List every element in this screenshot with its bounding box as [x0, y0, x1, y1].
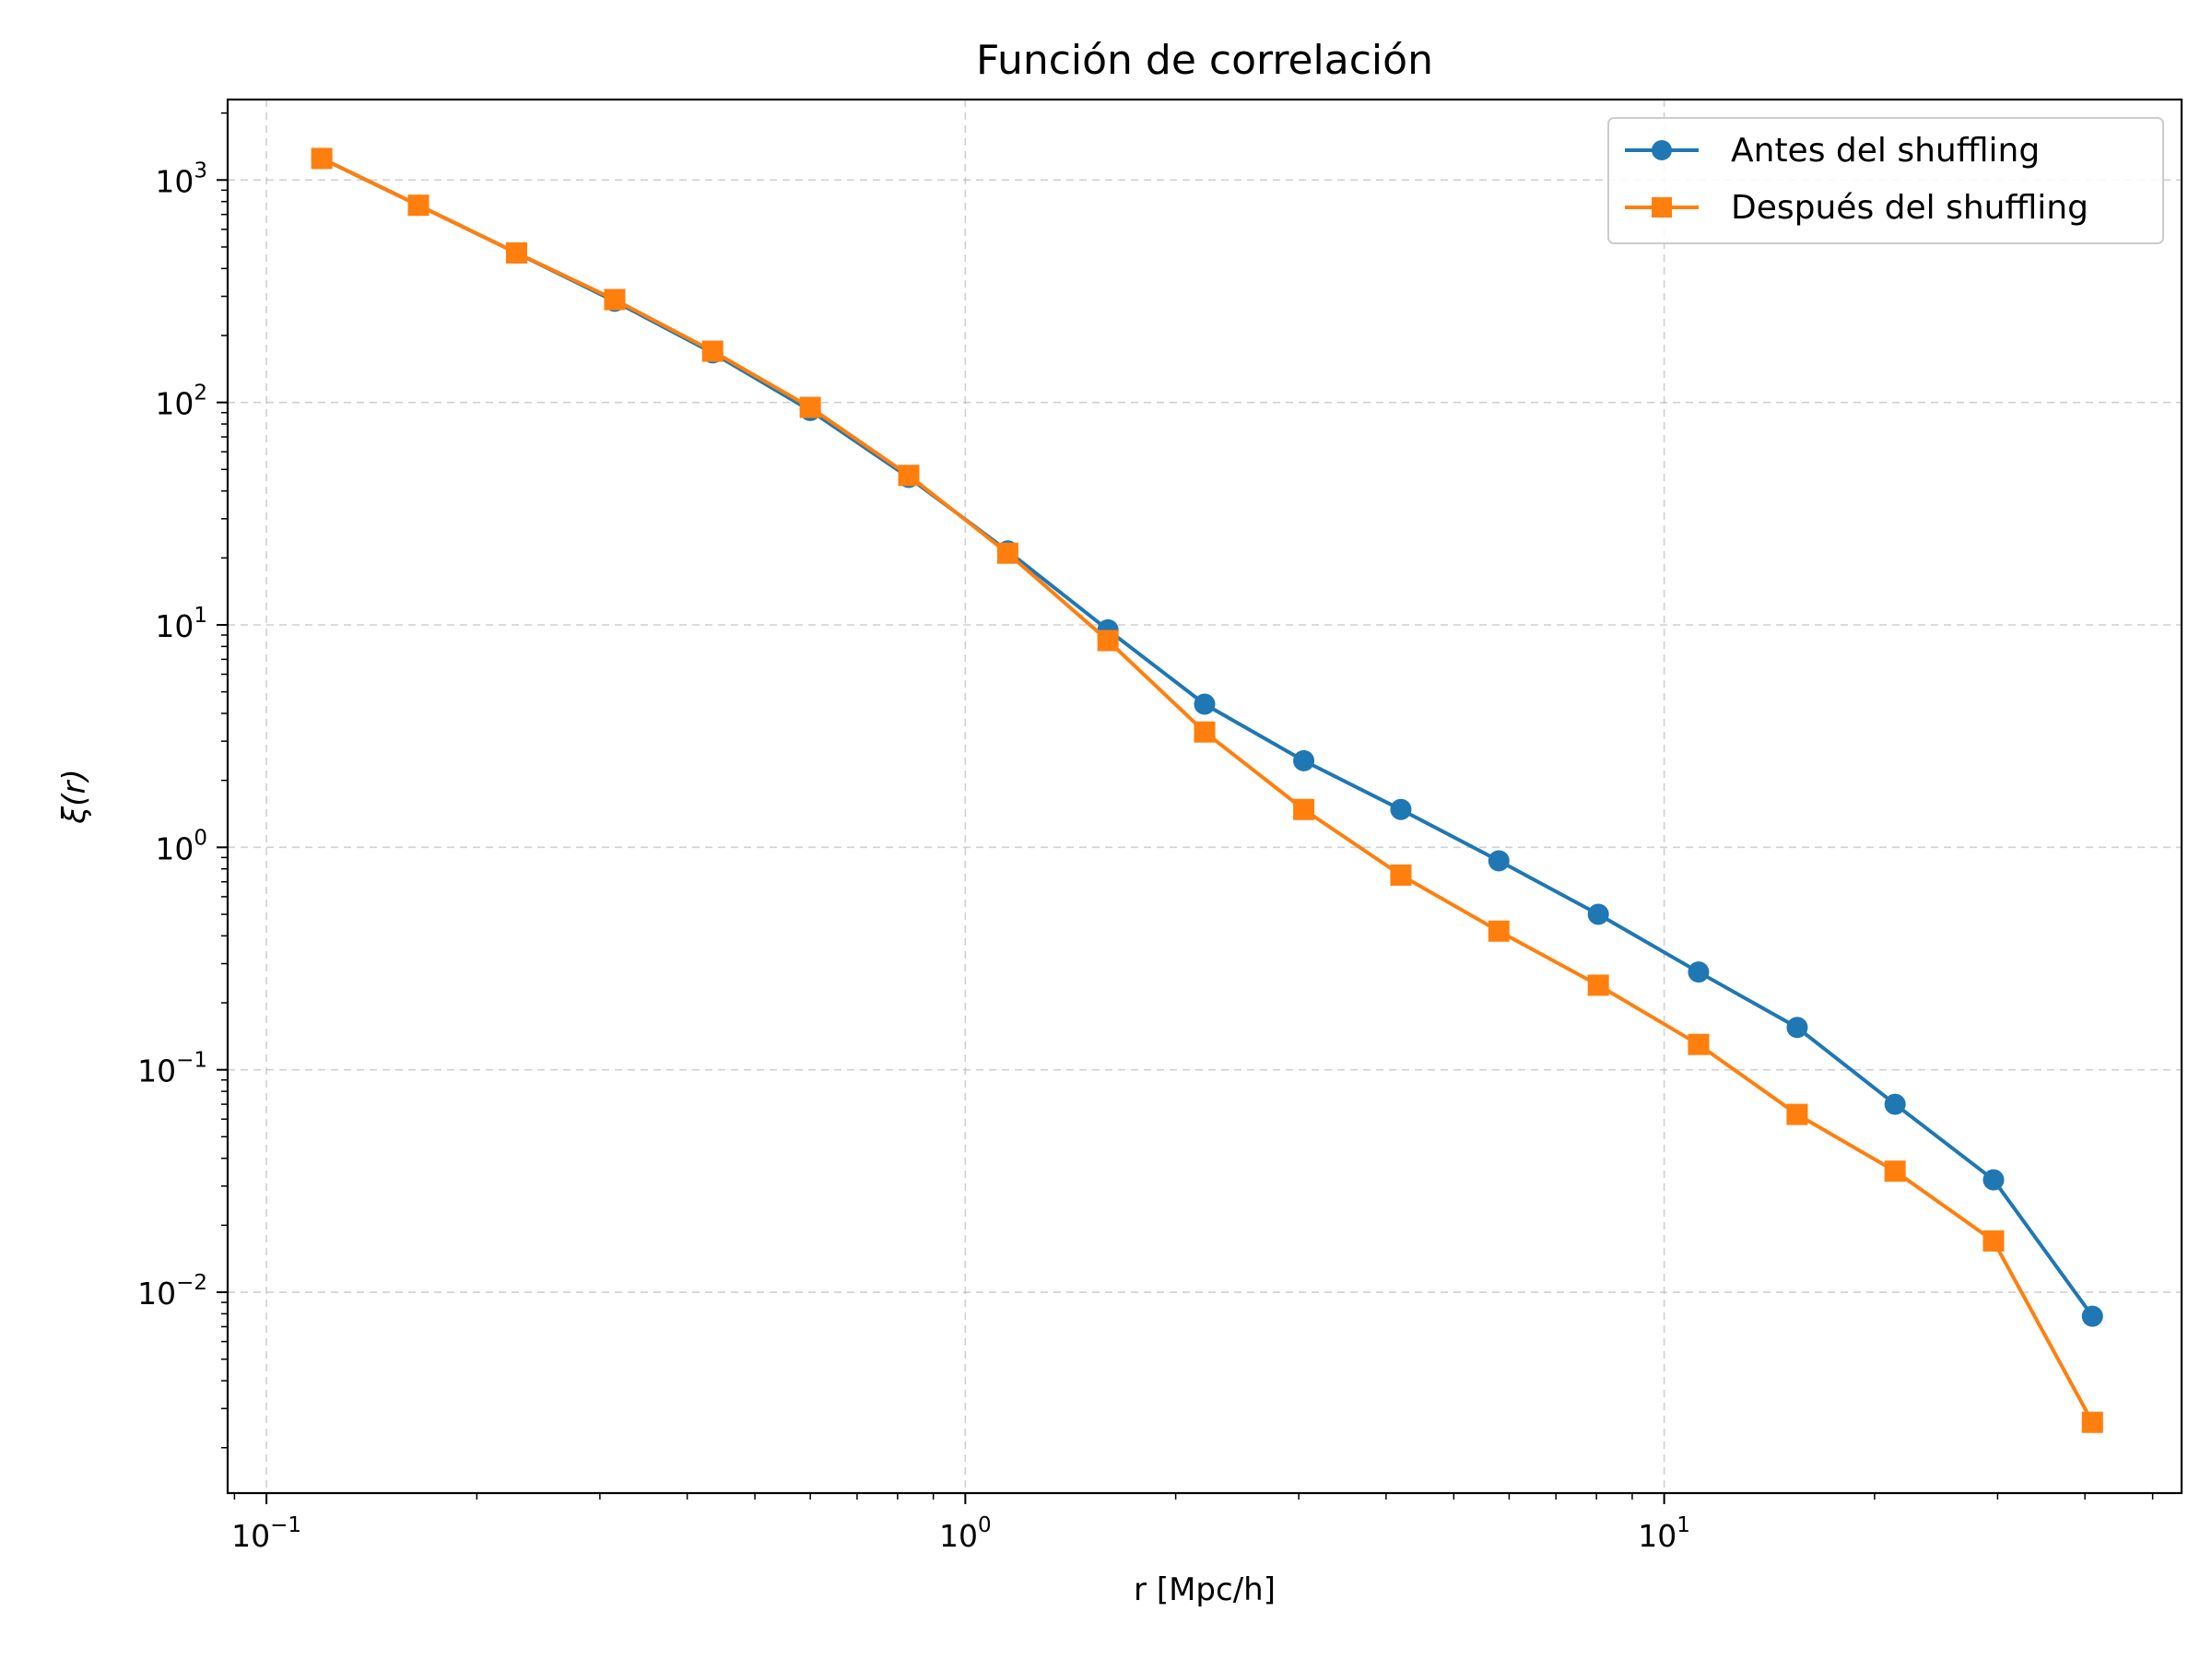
y-tick-label: 103 [155, 159, 207, 199]
data-point [1488, 850, 1510, 872]
y-tick-label: 10−2 [137, 1271, 207, 1312]
data-point [506, 241, 528, 264]
y-tick-label: 10−1 [137, 1049, 207, 1089]
grid [228, 100, 2182, 1493]
data-point [1688, 961, 1710, 983]
data-point [1194, 693, 1216, 715]
series [311, 147, 2103, 1433]
y-tick-label: 100 [155, 826, 207, 866]
data-point [1688, 1033, 1710, 1055]
x-axis-label: r [Mpc/h] [1134, 1571, 1276, 1608]
data-point [1786, 1103, 1808, 1125]
data-point [1884, 1160, 1906, 1182]
data-point [701, 340, 724, 362]
chart-title: Función de correlación [976, 37, 1433, 84]
legend-marker-despues [1652, 197, 1672, 218]
legend-label-antes: Antes del shuffling [1731, 132, 2040, 170]
data-point [996, 542, 1018, 564]
plot-frame [226, 98, 2183, 1495]
data-point [1194, 721, 1216, 743]
data-point [1587, 974, 1609, 996]
legend: Antes del shuffling Después del shufflin… [1607, 117, 2164, 244]
series-despues [311, 147, 2103, 1433]
data-point [311, 147, 333, 170]
data-point [1983, 1169, 2005, 1191]
data-point [898, 465, 920, 487]
x-tick-label: 10−1 [231, 1513, 301, 1554]
legend-marker-antes [1652, 140, 1672, 160]
data-point [1390, 798, 1412, 820]
axis-ticks: 10−1 100 101 10−2 10−1 100 101 102 103 [137, 112, 2154, 1554]
legend-box [1607, 117, 2164, 244]
data-point [799, 396, 821, 418]
data-point [2081, 1305, 2103, 1327]
data-point [2081, 1411, 2103, 1433]
data-point [1293, 749, 1315, 771]
data-point [407, 194, 429, 217]
data-point [1786, 1017, 1808, 1039]
data-point [1488, 920, 1510, 942]
data-point [1390, 864, 1412, 886]
y-tick-label: 102 [155, 382, 207, 422]
x-tick-label: 101 [1638, 1513, 1690, 1554]
y-tick-label: 101 [155, 604, 207, 644]
legend-label-despues: Después del shuffling [1731, 189, 2088, 227]
data-point [604, 288, 626, 311]
data-point [1293, 798, 1315, 820]
x-tick-label: 100 [939, 1513, 992, 1554]
y-axis-label: ξ(r) [56, 769, 93, 824]
data-point [1884, 1093, 1906, 1115]
data-point [1983, 1230, 2005, 1252]
data-point [1097, 629, 1119, 652]
data-point [1587, 903, 1609, 925]
